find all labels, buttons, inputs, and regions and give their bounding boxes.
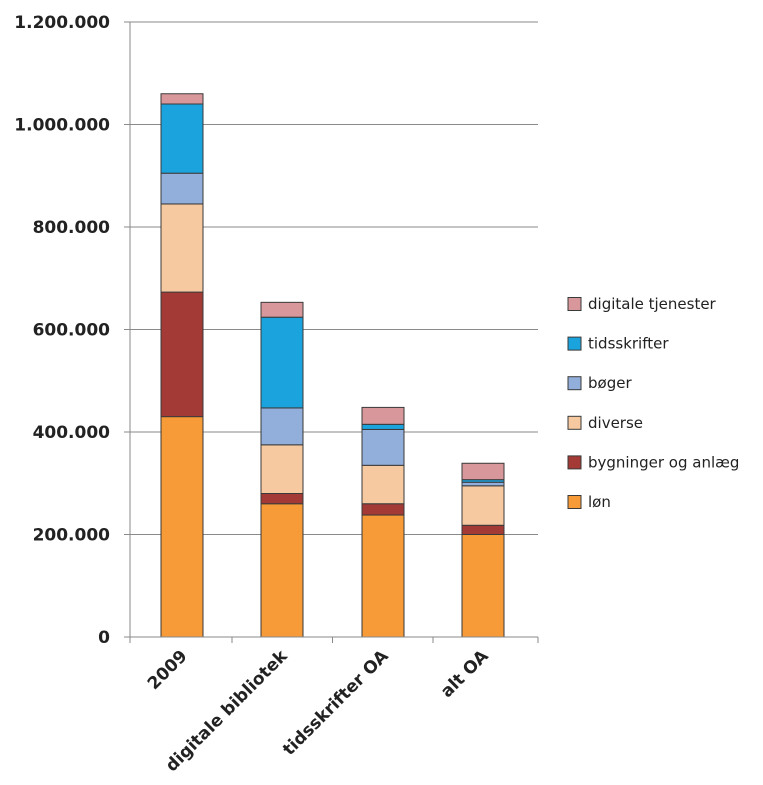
legend-swatch bbox=[567, 495, 582, 509]
y-tick-label: 400.000 bbox=[33, 423, 111, 443]
bar-segment bbox=[160, 203, 204, 293]
bar-segment bbox=[461, 524, 505, 536]
bars bbox=[160, 93, 505, 638]
legend-swatch bbox=[567, 297, 582, 311]
bar-segment bbox=[361, 464, 405, 505]
y-tick-label: 200.000 bbox=[33, 526, 111, 546]
legend-label: diverse bbox=[588, 414, 643, 432]
legend-label: bygninger og anlæg bbox=[588, 453, 739, 471]
y-tick-label: 1.200.000 bbox=[14, 13, 110, 33]
legend-swatch bbox=[567, 415, 582, 430]
legend-swatch bbox=[567, 376, 582, 391]
bar-segment bbox=[361, 503, 405, 516]
bar-segment bbox=[160, 93, 204, 105]
bar-segment bbox=[260, 503, 304, 638]
bar-segment bbox=[361, 406, 405, 425]
bar-segment bbox=[260, 444, 304, 494]
bar-segment bbox=[160, 291, 204, 418]
x-category-label: tidsskrifter OA bbox=[279, 646, 393, 760]
y-tick-label: 800.000 bbox=[33, 218, 111, 238]
legend-label: bøger bbox=[588, 374, 632, 392]
bar-segment bbox=[260, 316, 304, 409]
x-category-label: 2009 bbox=[144, 646, 192, 694]
legend-swatch bbox=[567, 336, 582, 351]
bar-segment bbox=[260, 407, 304, 446]
bar-segment bbox=[461, 462, 505, 481]
bar-segment bbox=[361, 423, 405, 430]
legend-label: digitale tjenester bbox=[588, 295, 717, 313]
bar-segment bbox=[260, 301, 304, 318]
y-tick-labels: 0 200.000 400.000 600.000 800.000 1.000.000 1.… bbox=[14, 13, 110, 648]
bar-segment bbox=[461, 485, 505, 526]
bar-segment bbox=[461, 481, 505, 487]
y-tick-label: 1.000.000 bbox=[14, 116, 110, 136]
legend-label: løn bbox=[588, 493, 611, 511]
y-tick-label: 0 bbox=[98, 628, 110, 648]
legend-label: tidsskrifter bbox=[588, 335, 669, 353]
bar-segment bbox=[160, 172, 204, 205]
bar-segment bbox=[361, 428, 405, 466]
bar-segment bbox=[461, 534, 505, 638]
x-category-label: alt OA bbox=[437, 646, 493, 702]
bar-segment bbox=[361, 514, 405, 638]
bar-segment bbox=[160, 416, 204, 638]
axes bbox=[124, 21, 539, 643]
legend-swatch bbox=[567, 455, 582, 470]
legend: digitale tjenester tidsskrifter bøger diver… bbox=[567, 295, 739, 511]
y-tick-label: 600.000 bbox=[33, 321, 111, 341]
bar-segment bbox=[260, 493, 304, 505]
bar-segment bbox=[160, 103, 204, 174]
